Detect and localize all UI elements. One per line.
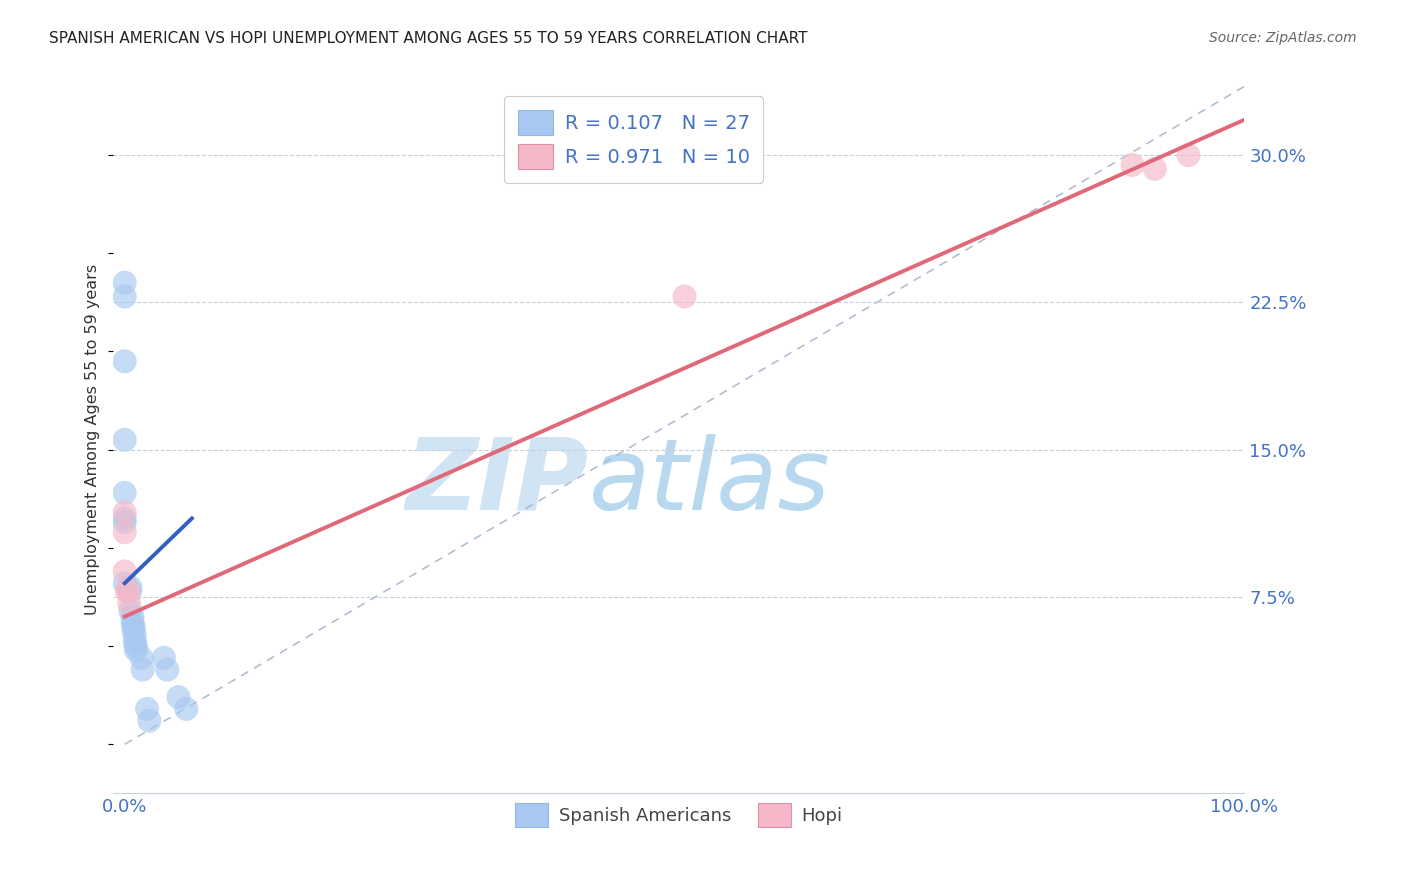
- Point: [117, 584, 139, 599]
- Text: Source: ZipAtlas.com: Source: ZipAtlas.com: [1209, 31, 1357, 45]
- Point: [114, 276, 136, 290]
- Point: [114, 565, 136, 579]
- Point: [156, 663, 179, 677]
- Point: [114, 433, 136, 447]
- Point: [1177, 148, 1199, 162]
- Text: atlas: atlas: [589, 434, 830, 531]
- Point: [114, 354, 136, 368]
- Point: [124, 629, 146, 643]
- Point: [120, 584, 142, 599]
- Point: [167, 690, 190, 705]
- Point: [1143, 161, 1166, 176]
- Point: [136, 702, 159, 716]
- Text: SPANISH AMERICAN VS HOPI UNEMPLOYMENT AMONG AGES 55 TO 59 YEARS CORRELATION CHAR: SPANISH AMERICAN VS HOPI UNEMPLOYMENT AM…: [49, 31, 807, 46]
- Point: [114, 576, 136, 591]
- Point: [153, 650, 176, 665]
- Point: [125, 639, 148, 653]
- Point: [673, 289, 696, 303]
- Point: [114, 516, 136, 530]
- Point: [124, 635, 146, 649]
- Point: [122, 619, 145, 633]
- Point: [114, 506, 136, 520]
- Point: [138, 714, 160, 728]
- Point: [115, 584, 138, 599]
- Text: ZIP: ZIP: [405, 434, 589, 531]
- Point: [122, 624, 145, 638]
- Point: [120, 604, 142, 618]
- Point: [131, 663, 153, 677]
- Point: [131, 650, 153, 665]
- Legend: Spanish Americans, Hopi: Spanish Americans, Hopi: [508, 797, 849, 834]
- Point: [1121, 158, 1143, 172]
- Point: [125, 643, 148, 657]
- Point: [114, 289, 136, 303]
- Point: [114, 511, 136, 525]
- Point: [121, 615, 143, 630]
- Point: [114, 525, 136, 540]
- Point: [121, 609, 143, 624]
- Y-axis label: Unemployment Among Ages 55 to 59 years: Unemployment Among Ages 55 to 59 years: [86, 264, 100, 615]
- Point: [118, 596, 141, 610]
- Point: [174, 702, 197, 716]
- Point: [114, 486, 136, 500]
- Point: [120, 580, 142, 594]
